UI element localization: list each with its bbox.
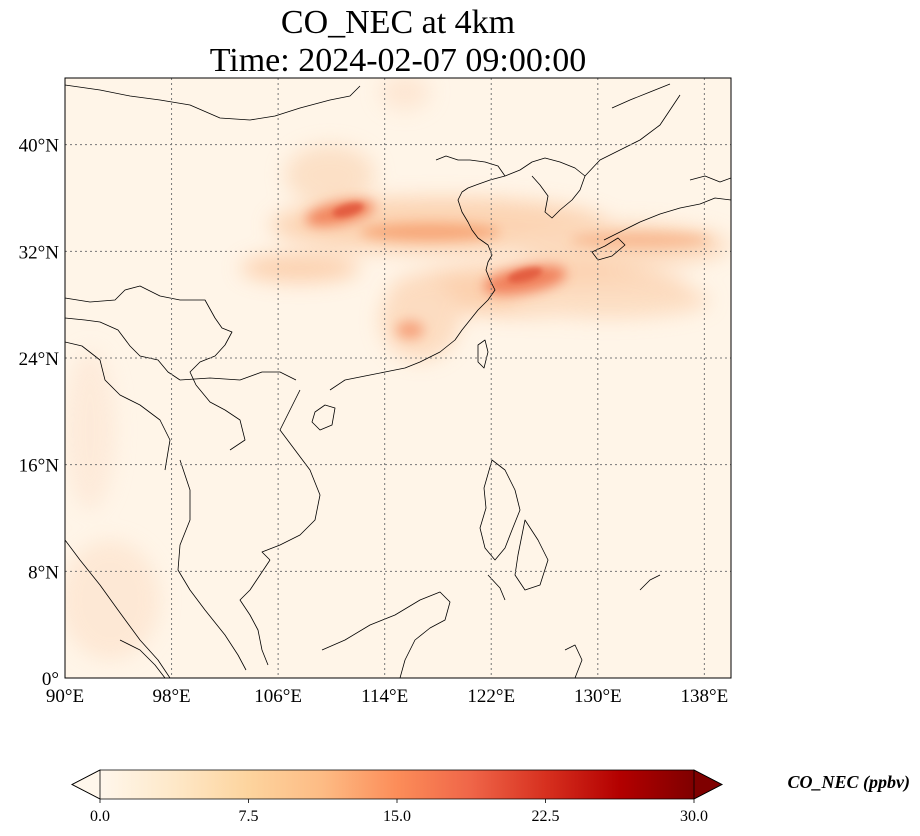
lon-tick-label: 114°E	[361, 686, 408, 707]
lat-tick-label: 16°N	[19, 456, 60, 477]
colorbar-tick-label: 7.5	[239, 808, 259, 825]
lon-tick-label: 90°E	[46, 686, 84, 707]
lat-tick-label: 0°	[42, 669, 59, 690]
longitude-tick-labels: 90°E 98°E 106°E 114°E 122°E 130°E 138°E	[46, 686, 728, 707]
map-panel	[65, 78, 731, 678]
lat-tick-label: 32°N	[19, 242, 60, 263]
map-frame	[64, 77, 732, 679]
lon-tick-label: 122°E	[467, 686, 515, 707]
lon-tick-label: 130°E	[574, 686, 622, 707]
gridlines	[65, 78, 731, 678]
colorbar-tick-label: 22.5	[532, 808, 560, 825]
lat-tick-label: 8°N	[28, 562, 59, 583]
title-line-1: CO_NEC at 4km	[281, 4, 515, 41]
title-line-2: Time: 2024-02-07 09:00:00	[210, 42, 587, 79]
colorbar-extend-low-arrow	[71, 769, 101, 800]
colorbar: 0.0 7.5 15.0 22.5 30.0 CO_NEC (ppbv)	[71, 769, 911, 825]
concentration-field	[65, 78, 730, 660]
colorbar-extend-high-arrow	[693, 769, 723, 800]
colorbar-tick-label: 15.0	[383, 808, 411, 825]
colorbar-label: CO_NEC (ppbv)	[788, 772, 911, 793]
lon-tick-label: 106°E	[254, 686, 302, 707]
colorbar-tick-label: 30.0	[680, 808, 708, 825]
latitude-tick-labels: 0° 8°N 16°N 24°N 32°N 40°N	[19, 136, 60, 690]
colorbar-tick-label: 0.0	[90, 808, 110, 825]
lat-tick-label: 24°N	[19, 349, 60, 370]
map-background	[65, 78, 731, 678]
lat-tick-label: 40°N	[19, 136, 60, 157]
lon-tick-label: 98°E	[152, 686, 190, 707]
lon-tick-label: 138°E	[681, 686, 729, 707]
coastlines	[65, 83, 731, 678]
colorbar-body	[100, 770, 694, 799]
colorbar-tick-labels: 0.0 7.5 15.0 22.5 30.0	[90, 799, 708, 825]
